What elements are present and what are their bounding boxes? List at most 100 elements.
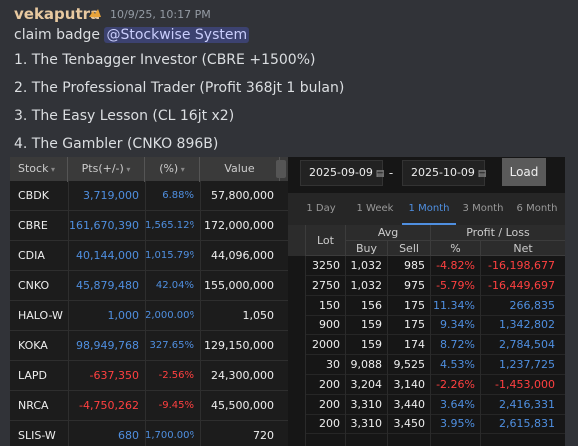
table-cell: 2000 bbox=[312, 338, 340, 352]
calendar-icon[interactable]: ▤ bbox=[372, 169, 385, 179]
table-cell: 174 bbox=[404, 338, 425, 352]
table-cell: 200 bbox=[319, 377, 340, 391]
sort-icon[interactable]: ▾ bbox=[178, 165, 185, 174]
table-cell: 156 bbox=[361, 298, 382, 312]
row-divider bbox=[10, 360, 288, 361]
column-header: Net bbox=[480, 241, 565, 256]
table-cell: 1,700.00% bbox=[145, 430, 194, 441]
column-divider bbox=[145, 181, 146, 446]
column-header: Lot bbox=[305, 225, 345, 256]
column-divider bbox=[430, 256, 431, 446]
sort-icon[interactable]: ▾ bbox=[48, 165, 56, 174]
table-cell: 4.53% bbox=[440, 358, 475, 371]
column-header[interactable]: Value bbox=[200, 157, 280, 181]
load-button[interactable]: Load bbox=[502, 158, 546, 186]
list-item: 2. The Professional Trader (Profit 368jt… bbox=[14, 80, 345, 96]
table-cell: 9,525 bbox=[393, 358, 426, 371]
row-divider bbox=[305, 334, 565, 336]
table-cell: -16,198,677 bbox=[488, 259, 555, 272]
table-cell: 266,835 bbox=[509, 298, 556, 312]
table-cell: 3,310 bbox=[350, 397, 383, 411]
table-cell: 11.34% bbox=[433, 298, 475, 312]
table-cell: 45,500,000 bbox=[211, 399, 274, 412]
row-divider bbox=[10, 330, 288, 331]
column-group: Avg bbox=[345, 225, 430, 241]
table-cell: 24,300,000 bbox=[211, 369, 274, 382]
table-cell: LAPD bbox=[18, 369, 48, 382]
table-cell: -9.45% bbox=[158, 400, 194, 411]
date-input[interactable]: 2025-09-09 ▤ bbox=[300, 160, 385, 186]
sort-icon[interactable]: ▾ bbox=[123, 165, 131, 174]
table-cell: 44,096,000 bbox=[211, 249, 274, 262]
table-cell: 57,800,000 bbox=[211, 189, 274, 202]
table-cell: 155,000,000 bbox=[204, 279, 274, 292]
column-header[interactable]: (%) ▾ bbox=[145, 157, 200, 182]
calendar-icon[interactable]: ▤ bbox=[474, 169, 487, 179]
tab[interactable]: 1 Month bbox=[402, 193, 456, 225]
table-cell: -637,350 bbox=[89, 369, 139, 382]
table-cell: 3,140 bbox=[393, 377, 426, 391]
table-cell: 3,450 bbox=[393, 417, 426, 431]
mention[interactable]: @Stockwise System bbox=[104, 27, 250, 43]
table-header-bg bbox=[10, 157, 288, 181]
table-cell: 200 bbox=[319, 417, 340, 431]
table-cell: 159 bbox=[361, 338, 382, 352]
table-cell: 2750 bbox=[312, 278, 340, 292]
tab[interactable]: 6 Month bbox=[516, 203, 558, 214]
table-cell: 1,342,802 bbox=[499, 318, 555, 332]
column-divider bbox=[68, 181, 69, 446]
table-cell: 3250 bbox=[312, 259, 340, 272]
row-divider bbox=[10, 390, 288, 391]
table-cell: 30 bbox=[326, 358, 340, 371]
table-cell: 161,670,390 bbox=[69, 219, 139, 232]
table-cell: 985 bbox=[404, 259, 425, 272]
table-cell: 3,440 bbox=[393, 397, 426, 411]
table-cell: 1,032 bbox=[350, 259, 383, 272]
table-cell: 40,144,000 bbox=[76, 249, 139, 262]
timestamp: 10/9/25, 10:17 PM bbox=[110, 8, 211, 21]
column-header[interactable]: Stock ▾ bbox=[10, 157, 68, 182]
row-divider bbox=[10, 300, 288, 301]
table-cell: 172,000,000 bbox=[204, 219, 274, 232]
table-cell: 2,000.00% bbox=[145, 310, 194, 321]
table-cell: SLIS-W bbox=[18, 429, 56, 442]
table-cell: 1,032 bbox=[350, 278, 383, 292]
date-text: 2025-09-09 bbox=[309, 166, 373, 179]
column-divider bbox=[305, 256, 306, 446]
table-cell: NRCA bbox=[18, 399, 49, 412]
table-cell: -2.26% bbox=[436, 377, 475, 391]
table-cell: 3.95% bbox=[440, 417, 475, 431]
table-cell: 42.04% bbox=[155, 280, 194, 291]
holdings-table: Stock ▾ Pts(+/-) ▾ (%) ▾ Value CBDK 3,719,000… bbox=[10, 157, 288, 446]
table-cell: 900 bbox=[319, 318, 340, 332]
table-cell: -5.79% bbox=[436, 278, 475, 292]
scroll-arrow bbox=[276, 160, 286, 178]
table-cell: 1,237,725 bbox=[499, 358, 555, 371]
table-cell: 9,088 bbox=[350, 358, 383, 371]
table-cell: CBDK bbox=[18, 189, 49, 202]
role-icon bbox=[89, 9, 101, 17]
table-cell: 45,879,480 bbox=[76, 279, 139, 292]
table-cell: 1,000 bbox=[107, 309, 140, 322]
date-input[interactable]: 2025-10-09 ▤ bbox=[402, 160, 487, 186]
tab[interactable]: 3 Month bbox=[462, 203, 504, 214]
table-cell: -16,449,697 bbox=[488, 278, 555, 292]
message-line: claim badge @Stockwise System bbox=[14, 27, 250, 43]
table-cell: 1,050 bbox=[242, 309, 275, 322]
username[interactable]: vekaputra bbox=[14, 5, 101, 23]
table-cell: 150 bbox=[319, 298, 340, 312]
row-divider bbox=[305, 275, 565, 276]
column-group: Profit / Loss bbox=[430, 225, 565, 241]
table-cell: 1,565.12% bbox=[145, 220, 194, 231]
table-cell: 975 bbox=[404, 278, 425, 292]
tab[interactable]: 1 Day bbox=[306, 203, 336, 214]
table-cell: 3,719,000 bbox=[83, 189, 139, 202]
date-separator: - bbox=[388, 166, 394, 180]
row-divider bbox=[305, 433, 565, 435]
list-item: 3. The Easy Lesson (CL 16jt x2) bbox=[14, 108, 235, 124]
tab[interactable]: 1 Week bbox=[356, 203, 394, 214]
table-cell: 175 bbox=[404, 318, 425, 332]
column-header[interactable]: Pts(+/-) ▾ bbox=[68, 157, 145, 182]
table-cell: -4.82% bbox=[436, 259, 475, 272]
